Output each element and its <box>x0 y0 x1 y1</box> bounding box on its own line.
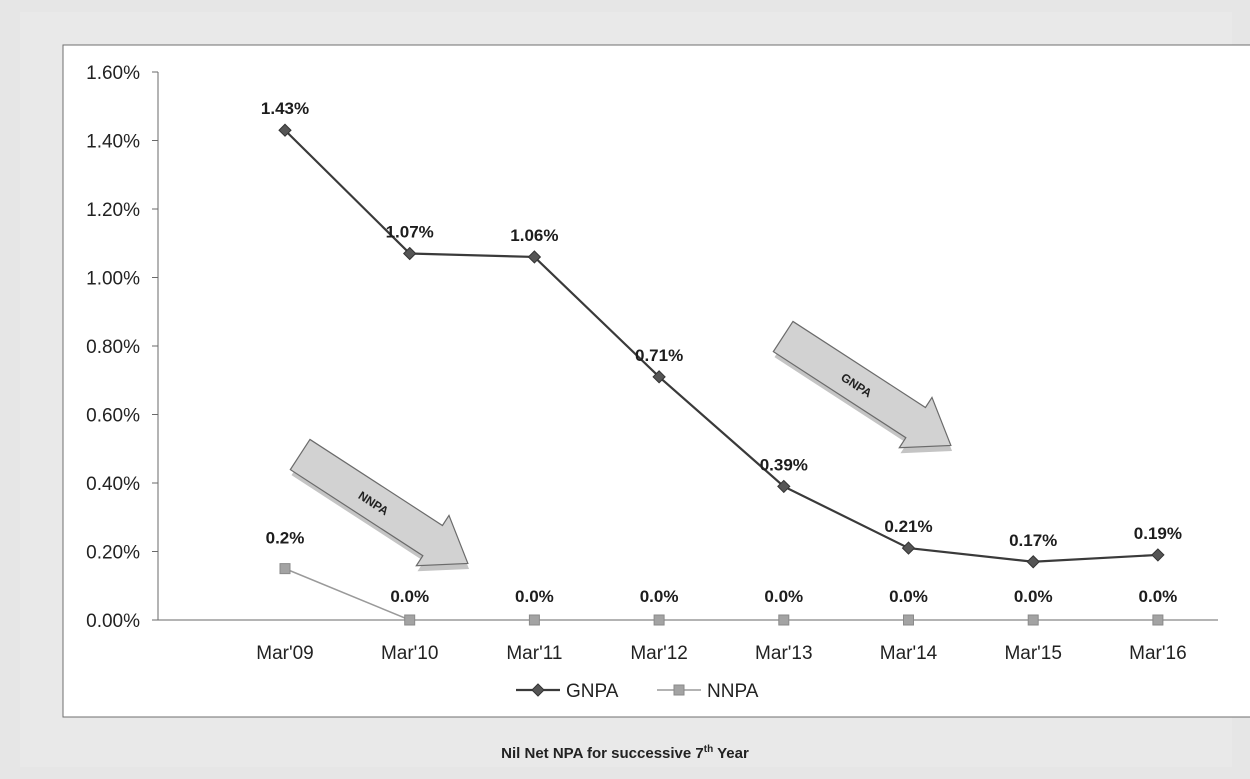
data-point-nnpa <box>279 563 291 575</box>
caption-superscript: th <box>703 744 714 755</box>
data-point-nnpa <box>1152 614 1164 626</box>
y-tick-label: 0.00% <box>86 611 140 632</box>
y-tick-label: 0.60% <box>86 406 140 427</box>
y-tick-label: 0.80% <box>86 337 140 358</box>
data-label-nnpa: 0.0% <box>640 587 679 606</box>
data-point-nnpa <box>1027 614 1039 626</box>
data-label-gnpa: 1.07% <box>386 223 434 242</box>
x-tick-label: Mar'13 <box>755 643 812 664</box>
x-tick-label: Mar'11 <box>506 643 562 664</box>
data-label-nnpa: 0.0% <box>515 587 554 606</box>
x-tick-label: Mar'15 <box>1004 643 1061 664</box>
legend-marker <box>531 683 545 697</box>
legend-label: NNPA <box>707 681 759 702</box>
x-tick-label: Mar'09 <box>256 643 313 664</box>
data-label-gnpa: 0.39% <box>760 455 808 474</box>
arrow-shape <box>289 438 469 567</box>
data-point-nnpa <box>778 614 790 626</box>
legend-marker <box>673 684 685 696</box>
data-label-nnpa: 0.2% <box>266 529 305 548</box>
data-point-gnpa <box>278 123 292 137</box>
gnpa-arrow: GNPA <box>772 320 953 454</box>
data-label-nnpa: 0.0% <box>889 587 928 606</box>
data-label-gnpa: 1.06% <box>510 226 558 245</box>
legend: GNPA NNPA <box>516 681 759 702</box>
series-line-gnpa <box>284 129 1158 563</box>
data-point-gnpa <box>652 370 666 384</box>
series-line-nnpa <box>284 567 1158 621</box>
y-tick-label: 1.20% <box>86 200 140 221</box>
y-tick-label: 0.40% <box>86 474 140 495</box>
data-point-nnpa <box>404 614 416 626</box>
caption-suffix: Year <box>713 745 749 762</box>
arrow-shape <box>772 320 952 449</box>
data-point-gnpa <box>402 246 417 261</box>
data-label-nnpa: 0.0% <box>1014 587 1053 606</box>
legend-label: GNPA <box>566 681 619 702</box>
data-label-nnpa: 0.0% <box>390 587 429 606</box>
x-tick-label: Mar'12 <box>630 643 687 664</box>
data-label-gnpa: 0.17% <box>1009 531 1057 550</box>
chart-area <box>62 44 1250 718</box>
x-tick-label: Mar'10 <box>381 643 438 664</box>
axis-layer: 0.00% 0.20% 0.40% 0.60% 0.80% 1.00% 1.20% 1.40%… <box>86 63 1218 664</box>
data-point-gnpa <box>901 541 916 555</box>
data-label-gnpa: 0.71% <box>635 346 683 365</box>
data-label-nnpa: 0.0% <box>764 587 803 606</box>
data-label-gnpa: 0.19% <box>1134 524 1182 543</box>
caption-text: Nil Net NPA for successive 7 <box>501 745 704 762</box>
data-label-gnpa: 0.21% <box>884 517 932 536</box>
annotation-arrows: GNPA NNPA <box>289 320 953 572</box>
x-tick-label: Mar'16 <box>1129 643 1186 664</box>
x-tick-label: Mar'14 <box>880 643 938 664</box>
nnpa-arrow: NNPA <box>289 438 470 572</box>
data-point-nnpa <box>903 614 914 626</box>
series-layer <box>278 123 1165 626</box>
data-labels: 1.43% 1.07% 1.06% 0.71% 0.39% 0.21% 0.17% 0.19%… <box>261 99 1182 606</box>
y-tick-label: 1.00% <box>86 269 140 290</box>
data-point-gnpa <box>527 250 542 264</box>
chart-caption: Nil Net NPA for successive 7th Year <box>0 744 1250 762</box>
y-tick-label: 1.60% <box>86 63 140 84</box>
y-tick-label: 0.20% <box>86 543 140 564</box>
data-point-nnpa <box>653 614 665 626</box>
data-label-nnpa: 0.0% <box>1139 587 1178 606</box>
data-point-nnpa <box>528 614 540 626</box>
y-tick-label: 1.40% <box>86 132 140 153</box>
data-label-gnpa: 1.43% <box>261 99 309 118</box>
legend-item-nnpa: NNPA <box>657 681 759 702</box>
data-point-gnpa <box>777 479 791 494</box>
data-point-gnpa <box>1026 555 1040 569</box>
data-point-gnpa <box>1151 548 1165 562</box>
legend-item-gnpa: GNPA <box>516 681 619 702</box>
